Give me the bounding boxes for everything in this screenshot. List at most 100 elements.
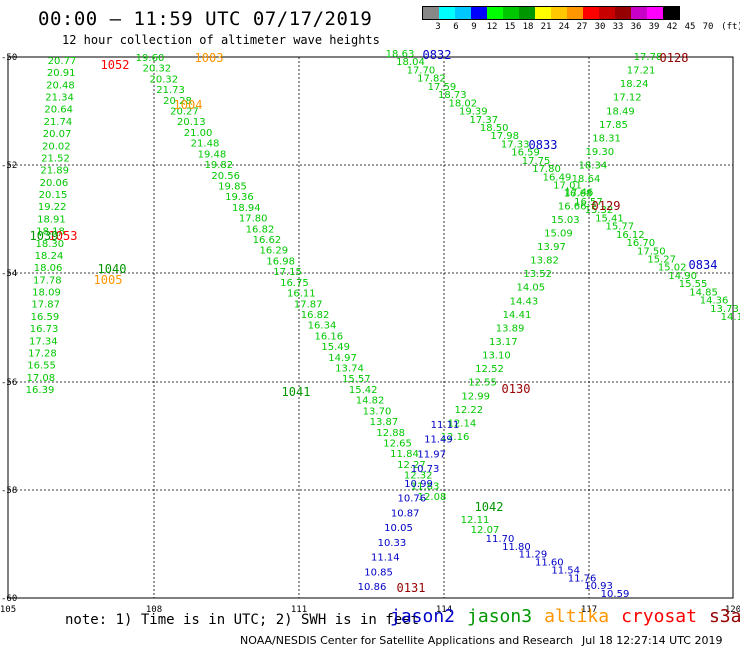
swh-value-label: 11.49 [424,435,453,446]
swh-value-label: 21.89 [40,166,69,177]
swh-value-label: 14.85 [689,287,718,298]
scale-swatch [487,7,503,19]
lon-tick-label: 114 [436,605,452,615]
swh-value-label: 13.70 [363,406,392,417]
swh-value-label: 18.04 [396,57,425,68]
swh-value-label: 17.78 [634,52,663,63]
swh-value-label: 13.97 [537,242,566,253]
color-scale-swatches [422,6,680,20]
swh-value-label: 18.31 [592,133,621,144]
swh-value-label: 10.76 [397,494,426,505]
scale-label: 15 [504,22,516,32]
swh-value-label: 16.62 [253,235,282,246]
timestamp-text: Jul 18 12:27:14 UTC 2019 [582,634,723,647]
scale-swatch [567,7,583,19]
swh-value-label: 14.41 [503,310,532,321]
swh-value-label: 18.50 [480,123,509,134]
swh-value-label: 12.88 [376,428,405,439]
swh-value-label: 17.59 [428,82,457,93]
swh-value-label: 20.07 [43,129,72,140]
swh-value-label: 11.54 [551,565,580,576]
swh-value-label: 19.30 [585,147,614,158]
swh-value-label: 21.34 [45,93,74,104]
swh-value-label: 18.30 [35,239,64,250]
swh-value-label: 17.08 [26,373,55,384]
swh-value-label: 14.90 [668,271,697,282]
swh-value-label: 15.09 [544,228,573,239]
swh-value-label: 12.08 [418,492,447,503]
swh-value-label: 18.06 [34,263,63,274]
scale-swatch [615,7,631,19]
pass-id-label: 0131 [397,581,426,595]
chart-subtitle: 12 hour collection of altimeter wave hei… [62,33,380,47]
pass-id-label: 1003 [195,51,224,65]
swh-value-label: 20.64 [44,105,73,116]
satellite-legend: jason2 jason3 altika cryosat s3a [390,606,740,627]
lon-tick-label: 108 [146,605,162,615]
swh-value-label: 19.39 [459,107,488,118]
swh-value-label: 10.86 [358,582,387,593]
swh-value-label: 12.07 [471,525,500,536]
swh-value-label: 12.16 [441,432,470,443]
swh-value-label: 18.64 [572,174,601,185]
swh-value-label: 18.94 [232,203,261,214]
lat-tick-label: -50 [1,53,17,63]
swh-value-label: 16.29 [259,246,288,257]
swh-value-label: 10.33 [378,538,407,549]
swh-value-label: 11.11 [431,420,460,431]
pass-id-label: 1042 [475,500,504,514]
swh-value-label: 18.09 [32,288,61,299]
swh-value-label: 16.66 [558,201,587,212]
swh-value-label: 19.82 [204,160,233,171]
scale-swatch [535,7,551,19]
swh-value-label: 15.02 [658,263,687,274]
swh-value-label: 18.24 [620,79,649,90]
pass-id-label: 1039 [30,229,59,243]
swh-value-label: 19.48 [198,149,227,160]
swh-value-label: 13.52 [523,269,552,280]
swh-value-label: 17.33 [501,139,530,150]
legend-jason3: jason3 [467,606,533,627]
swh-value-label: 20.06 [40,178,69,189]
pass-id-label: 1052 [101,58,130,72]
scale-label: 3 [435,22,441,32]
swh-value-label: 19.60 [136,53,165,64]
swh-value-label: 15.32 [585,205,614,216]
swh-value-label: 17.46 [565,188,594,199]
pass-id-label: 0130 [502,382,531,396]
swh-value-label: 17.78 [33,275,62,286]
swh-value-label: 10.59 [601,589,630,600]
swh-value-label: 15.27 [647,255,676,266]
lat-tick-label: -54 [1,269,17,279]
swh-value-label: 20.91 [47,68,76,79]
swh-value-label: 16.11 [287,289,316,300]
swh-value-label: 19.22 [38,202,67,213]
swh-value-label: 11.80 [502,542,531,553]
swh-value-label: 16.82 [301,310,330,321]
scale-label: 21 [540,22,552,32]
swh-value-label: 16.59 [31,312,60,323]
swh-value-label: 13.74 [335,364,364,375]
swh-value-label: 14.43 [510,296,539,307]
scale-label: 30 [594,22,606,32]
scale-swatch [519,7,535,19]
swh-value-label: 20.27 [170,107,199,118]
scale-label: 42 [666,22,678,32]
swh-value-label: 17.15 [273,267,302,278]
swh-value-label: 10.73 [411,464,440,475]
lat-tick-label: -52 [1,161,17,171]
scale-swatch [663,7,679,19]
swh-value-label: 17.37 [469,115,498,126]
scale-swatch [583,7,599,19]
swh-value-label: 17.75 [522,156,551,167]
swh-value-label: 18.18 [36,227,65,238]
note-text: note: 1) Time is in UTC; 2) SWH is in fe… [65,612,420,628]
swh-value-label: 16.39 [26,385,55,396]
scale-swatch [439,7,455,19]
swh-value-label: 20.77 [48,56,77,67]
legend-s3a: s3a [708,606,740,627]
swh-value-label: 11.83 [411,481,440,492]
swh-value-label: 17.85 [599,120,628,131]
